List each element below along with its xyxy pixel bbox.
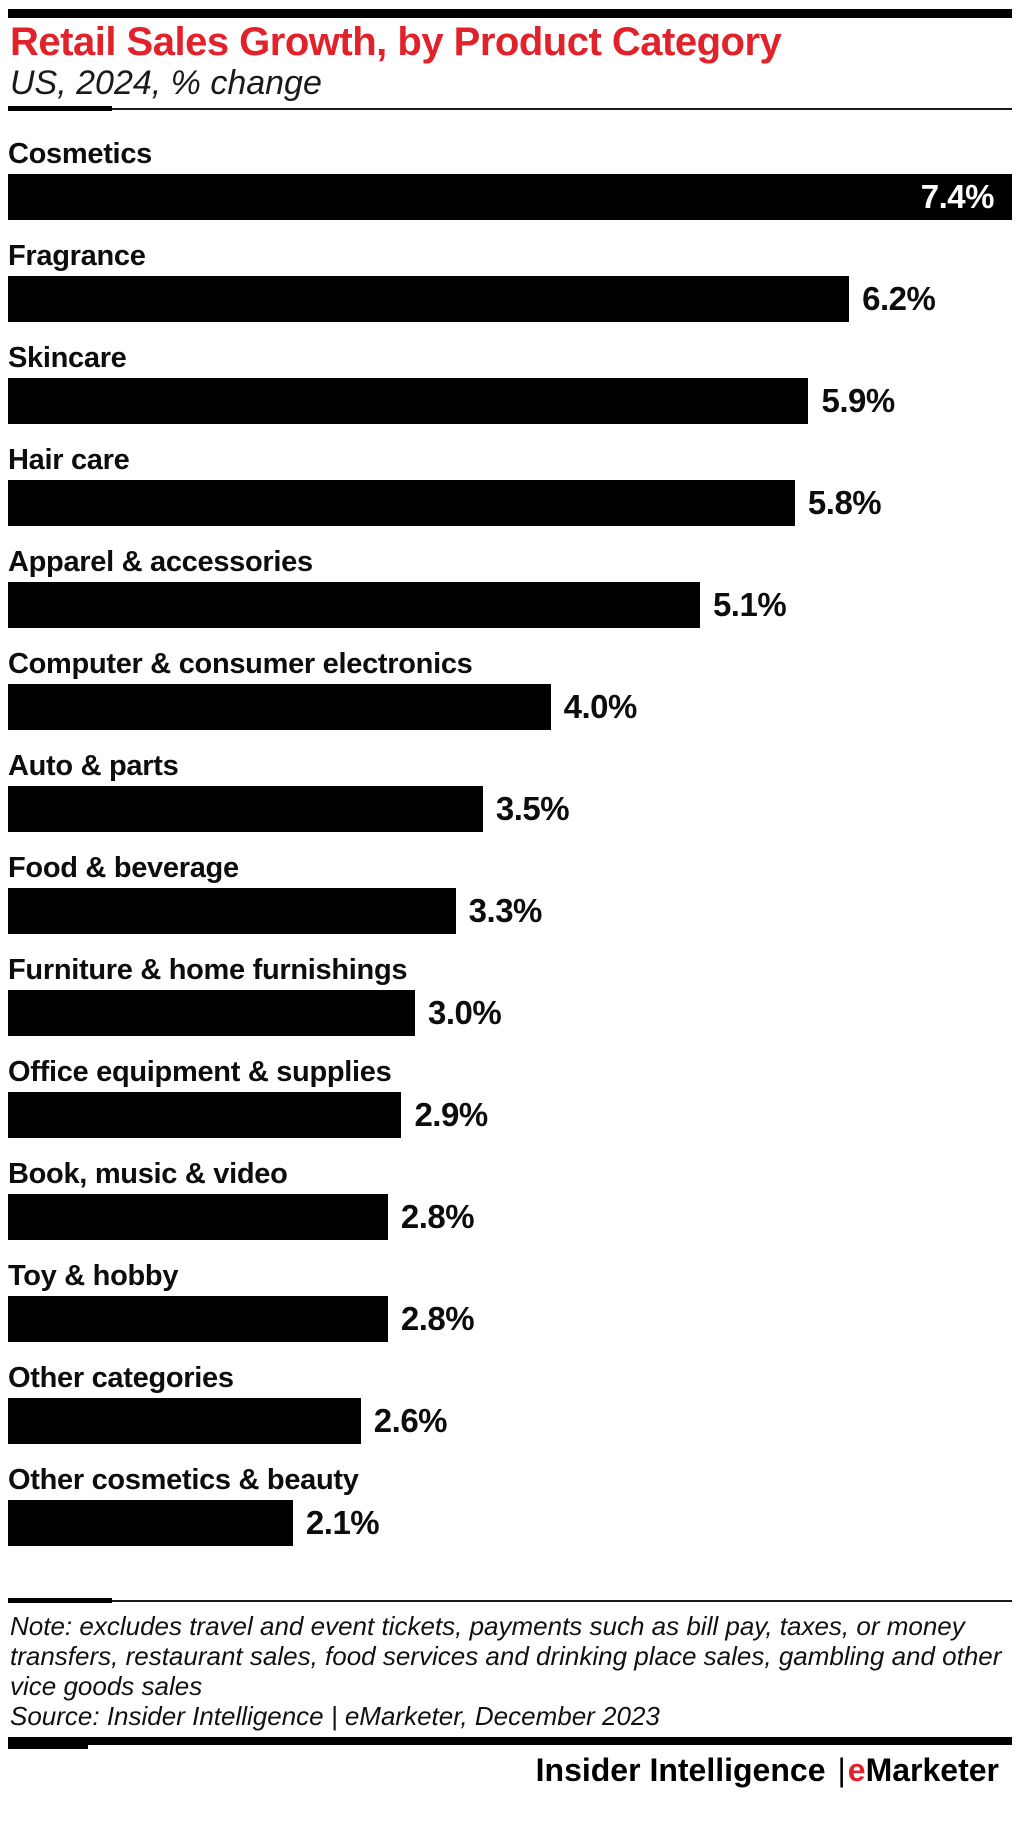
bar-row: Other cosmetics & beauty 2.1% [8, 1462, 1012, 1546]
brand-insider-intelligence: Insider Intelligence [535, 1752, 826, 1788]
chart-subtitle: US, 2024, % change [10, 64, 322, 102]
bar-track: 3.0% [8, 990, 1012, 1036]
category-label: Office equipment & supplies [8, 1056, 392, 1088]
bar-row: Computer & consumer electronics 4.0% [8, 646, 1012, 730]
divider-accent-tab [8, 106, 112, 111]
bar-row: Cosmetics 7.4% [8, 136, 1012, 220]
bar [8, 786, 483, 832]
bar-row: Auto & parts 3.5% [8, 748, 1012, 832]
brand-footer: Insider Intelligence |eMarketer [8, 1752, 999, 1788]
bar-row: Other categories 2.6% [8, 1360, 1012, 1444]
brand-separator: | [837, 1752, 846, 1788]
bar-row: Food & beverage 3.3% [8, 850, 1012, 934]
bar [8, 1398, 361, 1444]
bar-track: 5.1% [8, 582, 1012, 628]
bar-track: 2.8% [8, 1194, 1012, 1240]
value-label: 5.8% [807, 484, 882, 521]
bar-row: Toy & hobby 2.8% [8, 1258, 1012, 1342]
footnote: Note: excludes travel and event tickets,… [10, 1611, 1010, 1731]
bar-track: 2.8% [8, 1296, 1012, 1342]
bar-track: 3.5% [8, 786, 1012, 832]
bar-row: Apparel & accessories 5.1% [8, 544, 1012, 628]
bar-track: 7.4% [8, 174, 1012, 220]
value-label: 2.6% [373, 1402, 448, 1439]
bar-row: Book, music & video 2.8% [8, 1156, 1012, 1240]
chart-title: Retail Sales Growth, by Product Category [10, 20, 782, 64]
category-label: Furniture & home furnishings [8, 954, 408, 986]
chart-page: Retail Sales Growth, by Product Category… [0, 9, 1020, 1788]
value-label: 3.5% [495, 790, 570, 827]
value-label: 4.0% [563, 688, 638, 725]
bar-track: 5.8% [8, 480, 1012, 526]
bar [8, 378, 809, 424]
category-label: Other cosmetics & beauty [8, 1464, 359, 1496]
bar-track: 5.9% [8, 378, 1012, 424]
divider-accent-tab [8, 1598, 112, 1603]
category-label: Computer & consumer electronics [8, 648, 473, 680]
category-label: Apparel & accessories [8, 546, 313, 578]
bar [8, 990, 416, 1036]
bar-chart: Cosmetics 7.4% Fragrance 6.2% Skincare 5… [8, 136, 1012, 1546]
category-label: Cosmetics [8, 138, 152, 170]
bottom-rule-tab [8, 1745, 88, 1749]
category-label: Book, music & video [8, 1158, 288, 1190]
bar-track: 2.9% [8, 1092, 1012, 1138]
bar [8, 684, 551, 730]
bar [8, 582, 700, 628]
bar-row: Furniture & home furnishings 3.0% [8, 952, 1012, 1036]
bar-track: 2.6% [8, 1398, 1012, 1444]
category-label: Other categories [8, 1362, 234, 1394]
bar [8, 888, 456, 934]
category-label: Hair care [8, 444, 130, 476]
source-line: Source: Insider Intelligence | eMarketer… [10, 1701, 660, 1731]
category-label: Food & beverage [8, 852, 239, 884]
header-divider [8, 106, 1012, 111]
value-label: 3.0% [428, 994, 502, 1031]
bar-row: Skincare 5.9% [8, 340, 1012, 424]
bar [8, 1092, 402, 1138]
top-rule [8, 9, 1012, 18]
note-line: vice goods sales [10, 1671, 203, 1701]
bar-row: Fragrance 6.2% [8, 238, 1012, 322]
bar-track: 4.0% [8, 684, 1012, 730]
bar-track: 2.1% [8, 1500, 1012, 1546]
value-label: 2.8% [400, 1300, 475, 1337]
bar [8, 480, 795, 526]
bar-row: Office equipment & supplies 2.9% [8, 1054, 1012, 1138]
category-label: Auto & parts [8, 750, 179, 782]
brand-emarketer-e: e [847, 1752, 866, 1788]
bar [8, 1500, 293, 1546]
value-label: 5.9% [821, 382, 895, 419]
value-label: 5.1% [712, 586, 787, 623]
value-label: 2.1% [305, 1504, 380, 1541]
value-label: 2.8% [400, 1198, 475, 1235]
value-label: 3.3% [468, 892, 543, 929]
category-label: Toy & hobby [8, 1260, 179, 1292]
bar [8, 1296, 388, 1342]
note-line: transfers, restaurant sales, food servic… [10, 1641, 1002, 1671]
bar [8, 1194, 388, 1240]
bar [8, 276, 850, 322]
bar: 7.4% [8, 174, 1012, 220]
value-label: 2.9% [414, 1096, 488, 1133]
bar-row: Hair care 5.8% [8, 442, 1012, 526]
bar-track: 6.2% [8, 276, 1012, 322]
category-label: Skincare [8, 342, 127, 374]
note-line: Note: excludes travel and event tickets,… [10, 1611, 965, 1641]
category-label: Fragrance [8, 240, 146, 272]
value-label: 7.4% [920, 178, 995, 215]
footnote-divider [8, 1598, 1012, 1603]
brand-emarketer-rest: Marketer [865, 1752, 999, 1788]
bar-track: 3.3% [8, 888, 1012, 934]
value-label: 6.2% [862, 280, 936, 317]
bottom-rule [8, 1737, 1012, 1749]
